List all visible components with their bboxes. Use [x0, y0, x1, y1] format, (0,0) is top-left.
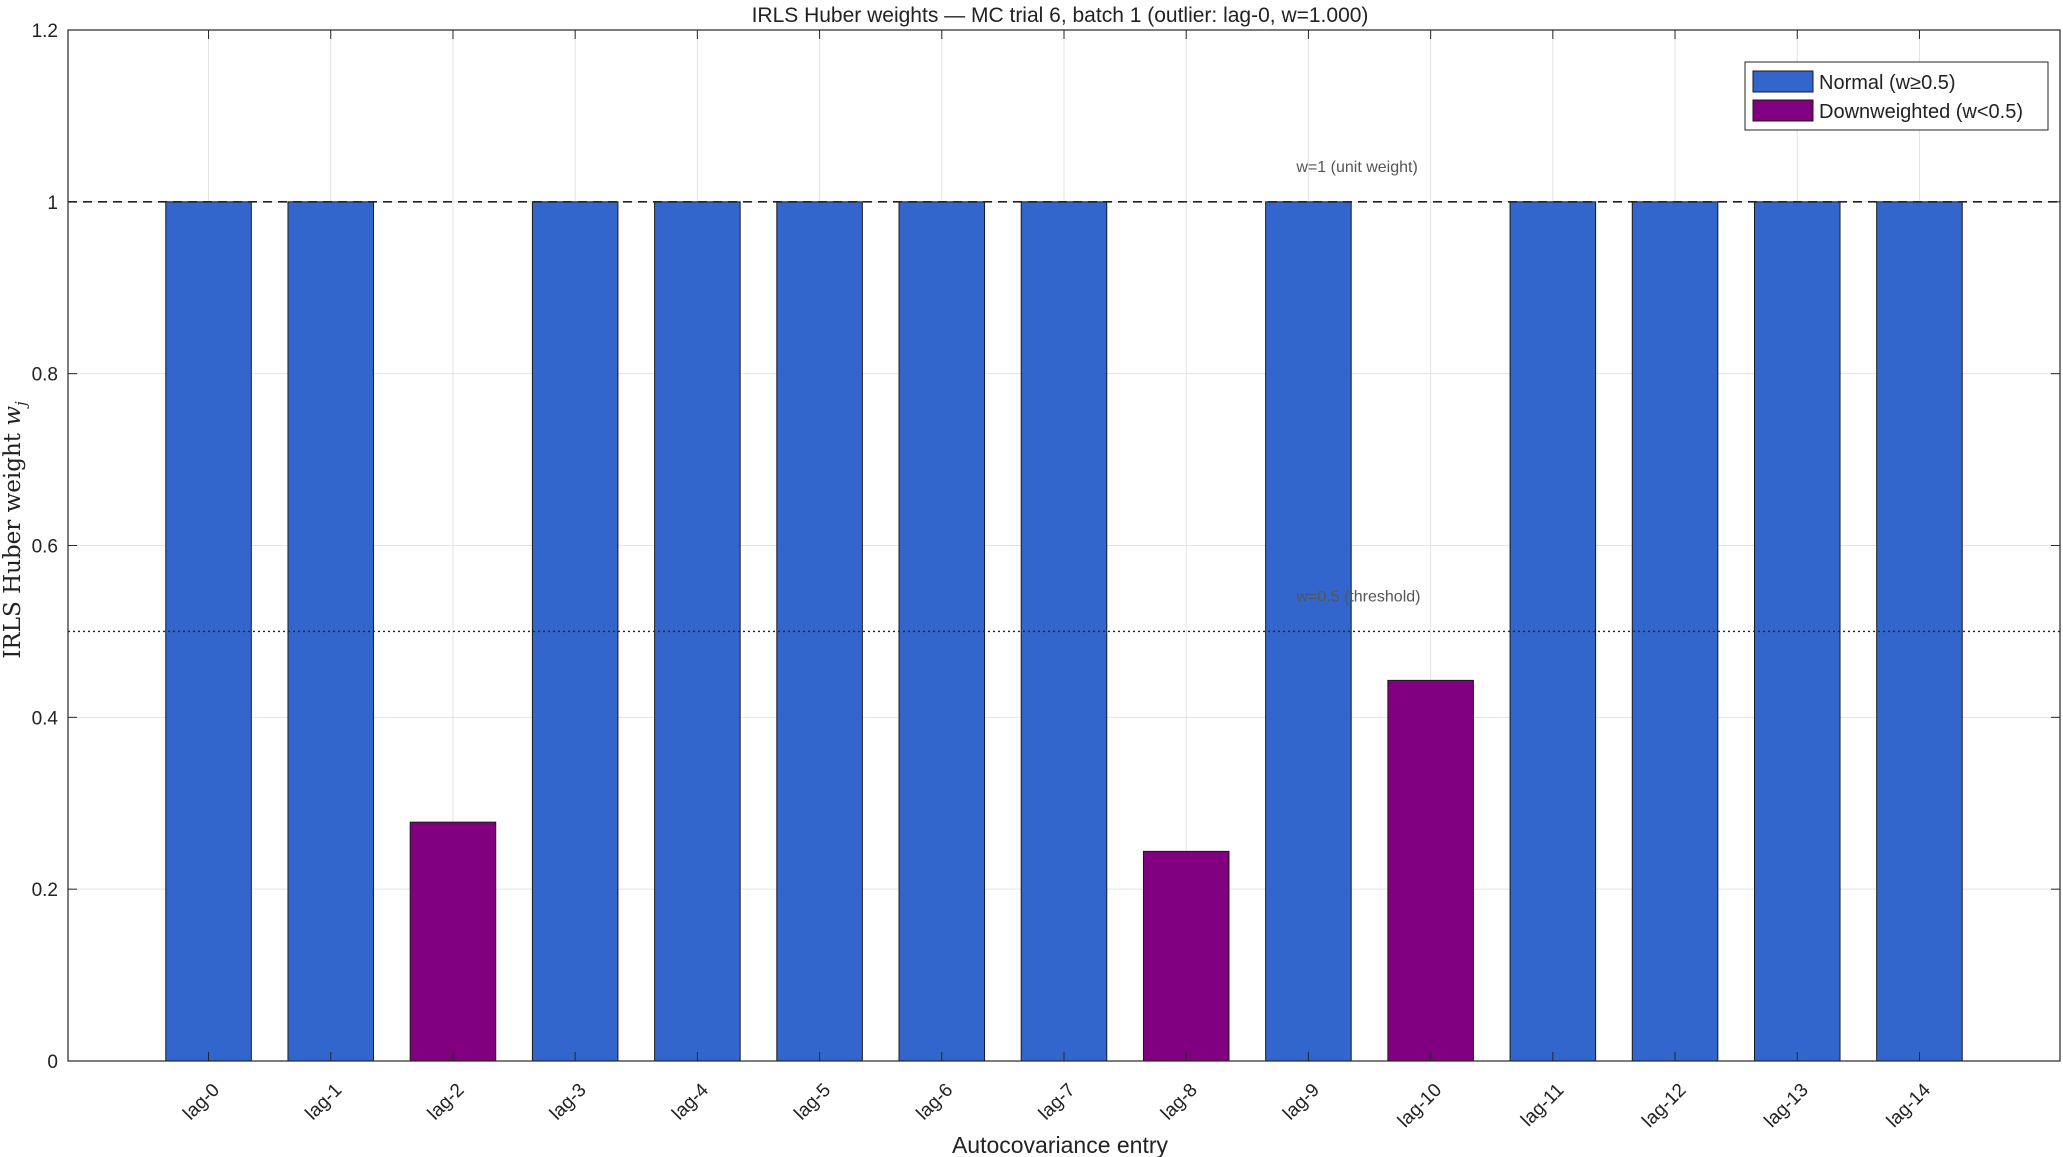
plot-area-border: [67, 29, 2061, 1062]
bar-lag-10: [1387, 679, 1474, 1062]
legend-swatch: [1752, 99, 1814, 122]
x-tick-label: lag-1: [302, 1080, 347, 1125]
chart-title: IRLS Huber weights — MC trial 6, batch 1…: [752, 4, 1369, 27]
legend-swatch: [1752, 70, 1814, 93]
bar-lag-1: [287, 201, 375, 1062]
x-tick-label: lag-2: [424, 1080, 469, 1125]
y-axis-label-text: IRLS Huber weight: [0, 432, 26, 658]
legend-label: Normal (w≥0.5): [1819, 72, 1956, 94]
bar-lag-6: [898, 201, 986, 1062]
x-tick-label: lag-12: [1638, 1080, 1690, 1132]
y-axis-label: IRLS Huber weight wj: [0, 401, 30, 659]
reference-line-label: w=0.5 (threshold): [1295, 588, 1420, 605]
x-tick-label: lag-14: [1883, 1079, 1936, 1132]
legend-label: Downweighted (w<0.5): [1819, 101, 2023, 123]
y-tick-label: 0.8: [32, 365, 58, 386]
y-axis-label-symbol: w: [0, 406, 26, 426]
x-tick-label: lag-6: [913, 1080, 958, 1125]
x-tick-label: lag-5: [790, 1080, 835, 1125]
bar-lag-13: [1753, 201, 1841, 1062]
x-tick-label: lag-11: [1517, 1080, 1568, 1131]
x-tick-label: lag-13: [1761, 1080, 1813, 1132]
legend: Normal (w≥0.5) Downweighted (w<0.5): [1744, 61, 2049, 131]
bar-lag-11: [1509, 201, 1597, 1062]
bar-lag-3: [531, 201, 619, 1062]
bar-lag-4: [654, 201, 741, 1062]
y-tick-label: 0: [47, 1052, 58, 1073]
x-tick-label: lag-8: [1157, 1080, 1202, 1125]
reference-line-label: w=1 (unit weight): [1295, 159, 1417, 176]
y-tick-label: 0.4: [32, 708, 59, 729]
bar-lag-8: [1142, 850, 1230, 1062]
x-tick-label: lag-4: [668, 1079, 713, 1124]
y-tick-label: 0.6: [32, 537, 58, 558]
reference-lines: w=1 (unit weight) w=0.5 (threshold): [68, 159, 2060, 633]
y-axis-label-subscript: j: [12, 401, 30, 409]
y-tick-label: 1.2: [32, 21, 58, 42]
x-tick-label: lag-9: [1279, 1080, 1324, 1125]
x-axis-label: Autocovariance entry: [952, 1132, 1169, 1157]
x-tick-label: lag-10: [1394, 1080, 1446, 1132]
bar-lag-2: [409, 821, 497, 1062]
x-tick-label: lag-0: [179, 1080, 224, 1125]
x-tick-label: lag-3: [546, 1080, 591, 1125]
x-tick-label: lag-7: [1035, 1080, 1080, 1125]
y-tick-label: 1: [47, 193, 58, 214]
y-tick-label: 0.2: [32, 880, 58, 901]
